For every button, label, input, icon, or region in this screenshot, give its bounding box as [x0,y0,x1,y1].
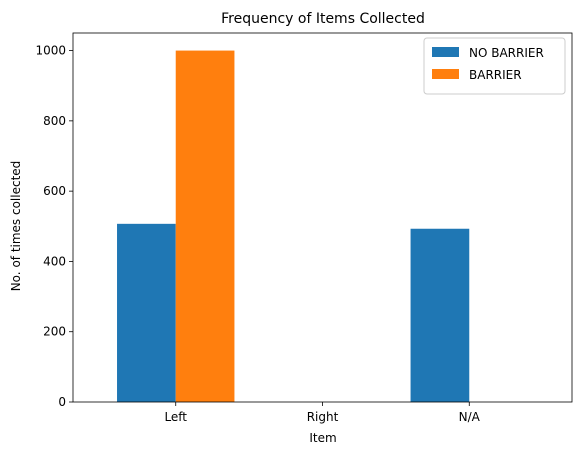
y-axis-label: No. of times collected [9,161,23,292]
bar-barrier-left [175,50,235,402]
legend-label: BARRIER [469,68,522,82]
axes-layer: 0 200 400 600 800 1000 Left Right N/A [35,32,573,424]
legend: NO BARRIER BARRIER [423,37,566,95]
y-tick-label: 400 [43,254,66,268]
legend-swatch [432,69,459,79]
legend-label: NO BARRIER [469,46,544,60]
bar-no-barrier-left [117,223,176,402]
bars-layer [117,50,470,402]
legend-box [423,37,566,95]
y-tick-label: 0 [58,395,66,409]
y-tick-label: 600 [43,184,66,198]
x-axis-label: Item [309,431,336,445]
x-tick-label: N/A [459,410,481,424]
legend-swatch [432,47,459,57]
x-tick-label: Left [164,410,187,424]
x-tick-label: Right [307,410,339,424]
y-tick-label: 200 [43,325,66,339]
y-tick-label: 1000 [35,44,66,58]
chart-title: Frequency of Items Collected [221,11,425,27]
bar-no-barrier-n-a [410,228,470,402]
y-tick-label: 800 [43,114,66,128]
